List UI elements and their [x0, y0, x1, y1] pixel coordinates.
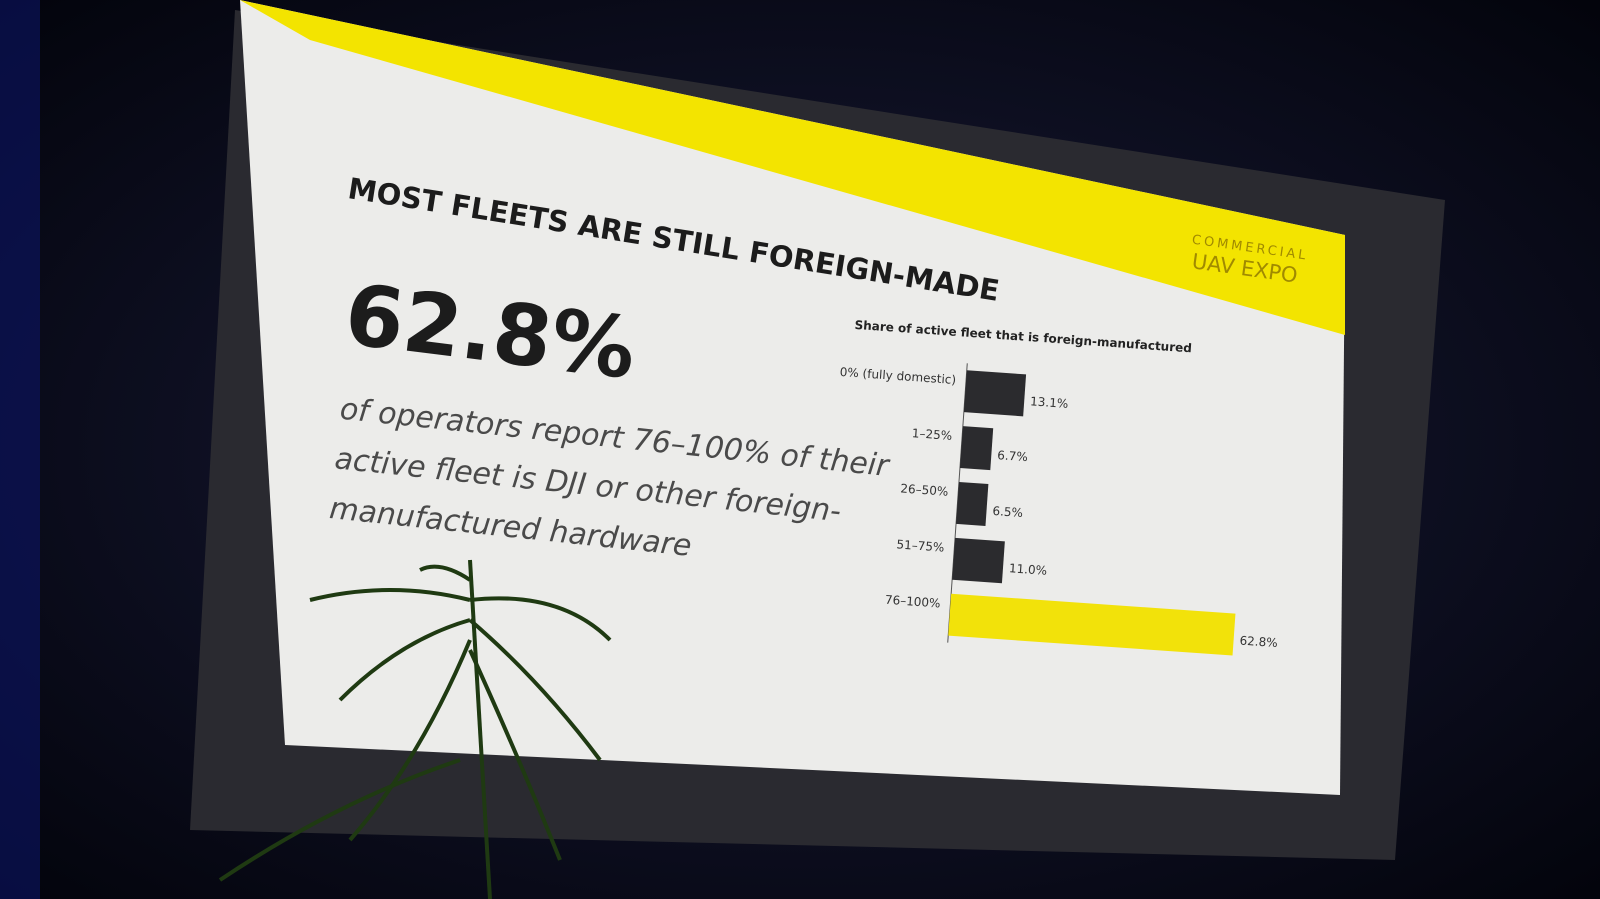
value-label: 6.7%	[997, 448, 1028, 464]
slide-band	[240, 0, 1345, 335]
category-label: 51–75%	[896, 537, 945, 554]
value-label: 11.0%	[1009, 561, 1048, 578]
value-label: 13.1%	[1030, 394, 1069, 411]
category-label: 26–50%	[900, 481, 949, 498]
bar	[963, 370, 1027, 417]
bar	[959, 426, 994, 471]
bar	[956, 481, 989, 526]
stage-light	[0, 0, 40, 899]
bar	[952, 537, 1005, 584]
value-label: 6.5%	[992, 504, 1023, 520]
plant	[218, 559, 612, 899]
bar	[948, 593, 1236, 656]
category-label: 76–100%	[885, 593, 941, 611]
value-label: 62.8%	[1239, 633, 1278, 650]
category-label: 1–25%	[911, 426, 952, 443]
